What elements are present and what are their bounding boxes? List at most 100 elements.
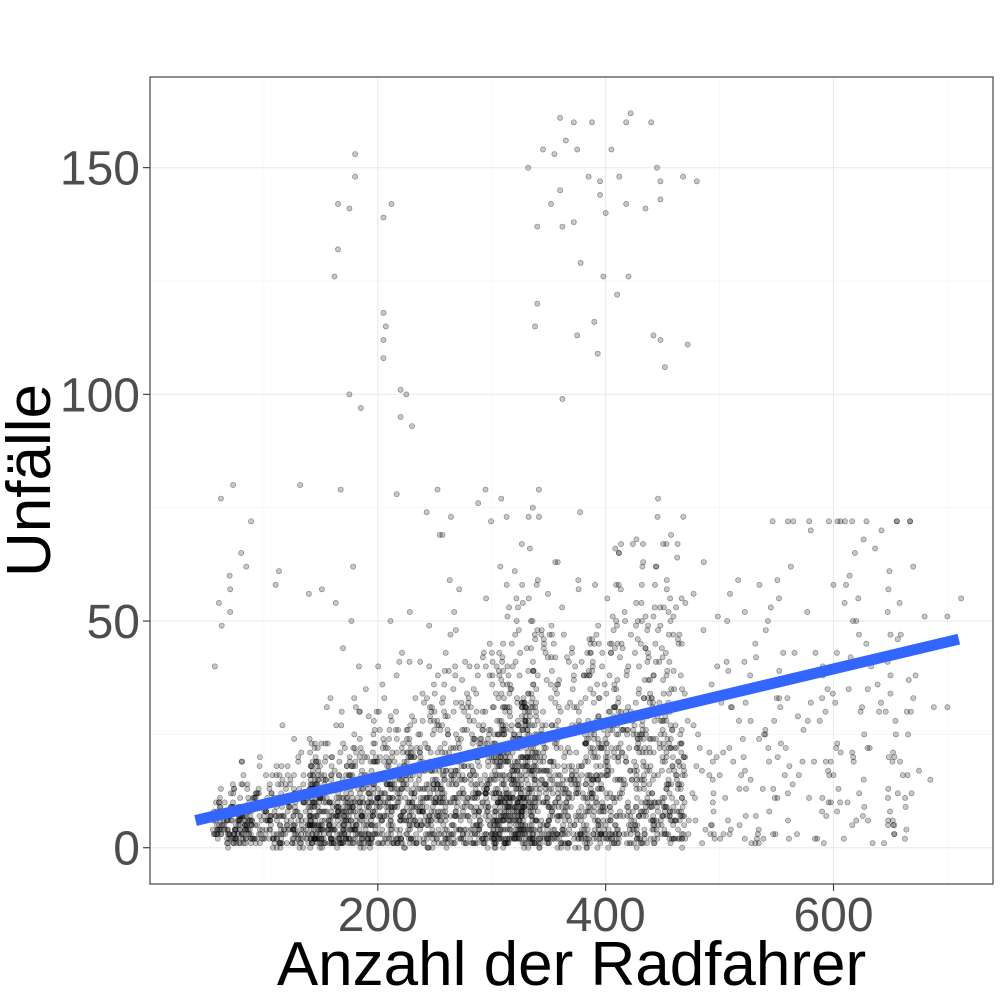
data-point: [657, 717, 664, 724]
data-point: [399, 749, 406, 756]
data-point: [628, 840, 634, 847]
data-point: [358, 813, 365, 819]
data-point: [494, 817, 501, 824]
data-point: [599, 772, 606, 779]
data-point: [507, 817, 514, 824]
data-point: [506, 804, 513, 810]
data-point: [423, 804, 430, 810]
data-point: [387, 817, 394, 824]
data-point: [355, 663, 362, 670]
data-point: [328, 835, 335, 842]
data-point: [330, 835, 336, 842]
data-point: [451, 799, 458, 806]
data-point: [878, 527, 885, 534]
data-point: [424, 745, 431, 751]
data-point: [641, 745, 648, 751]
data-point: [388, 808, 395, 815]
data-point: [474, 795, 480, 801]
data-point: [476, 826, 483, 833]
data-point: [794, 831, 800, 837]
data-point: [662, 804, 669, 810]
data-point: [756, 736, 762, 742]
data-point: [642, 831, 648, 837]
data-point: [503, 813, 510, 819]
data-point: [446, 831, 452, 837]
data-point: [548, 808, 555, 815]
data-point: [410, 840, 417, 847]
data-point: [213, 822, 220, 828]
data-point: [435, 799, 442, 806]
data-point: [640, 695, 647, 701]
data-point: [417, 731, 424, 738]
data-point: [679, 804, 686, 810]
data-point: [394, 799, 401, 806]
data-point: [678, 740, 685, 747]
data-point: [554, 831, 560, 837]
data-point: [476, 740, 482, 747]
data-point: [643, 731, 649, 738]
data-point: [594, 681, 600, 688]
data-point: [679, 835, 686, 842]
data-point: [620, 776, 627, 783]
data-point: [663, 781, 670, 788]
data-point: [605, 754, 611, 760]
data-point: [497, 813, 504, 819]
data-point: [640, 813, 646, 819]
data-point: [620, 727, 626, 733]
data-point: [326, 822, 333, 828]
data-point: [456, 826, 463, 833]
data-point: [239, 781, 246, 788]
data-point: [356, 831, 363, 837]
data-point: [505, 672, 512, 679]
data-point: [623, 758, 630, 765]
data-point: [551, 804, 558, 810]
data-point: [616, 790, 623, 797]
data-point: [513, 831, 520, 837]
data-point: [651, 840, 658, 847]
data-point: [584, 772, 591, 779]
data-point: [290, 785, 297, 792]
data-point: [562, 804, 569, 810]
data-point: [662, 808, 668, 815]
data-point: [506, 690, 513, 697]
data-point: [481, 840, 488, 847]
data-point: [692, 817, 699, 824]
data-point: [647, 690, 653, 697]
data-point: [515, 781, 522, 788]
data-point: [742, 813, 749, 819]
data-point: [448, 513, 454, 520]
data-point: [699, 840, 705, 847]
data-point: [400, 781, 406, 788]
data-point: [496, 790, 502, 797]
data-point: [577, 509, 584, 516]
data-point: [416, 749, 423, 756]
data-point: [589, 663, 596, 670]
data-point: [224, 826, 231, 833]
data-point: [511, 568, 518, 575]
data-point: [321, 840, 328, 847]
data-point: [545, 654, 551, 661]
data-point: [307, 749, 313, 756]
data-point: [468, 781, 475, 788]
data-point: [356, 840, 363, 847]
data-point: [589, 636, 595, 643]
data-point: [496, 672, 503, 679]
data-point: [500, 781, 507, 788]
data-point: [769, 518, 776, 525]
data-point: [670, 835, 677, 842]
data-point: [306, 736, 313, 742]
data-point: [311, 822, 318, 828]
data-point: [511, 808, 518, 815]
data-point: [633, 622, 639, 629]
data-point: [583, 672, 590, 679]
data-point: [381, 740, 388, 747]
data-point: [311, 804, 318, 810]
data-point: [351, 826, 358, 833]
data-point: [531, 804, 538, 810]
data-point: [263, 826, 270, 833]
data-point: [256, 763, 263, 769]
data-point: [535, 767, 542, 774]
data-point: [377, 813, 384, 819]
data-point: [529, 804, 536, 810]
data-point: [442, 804, 449, 810]
